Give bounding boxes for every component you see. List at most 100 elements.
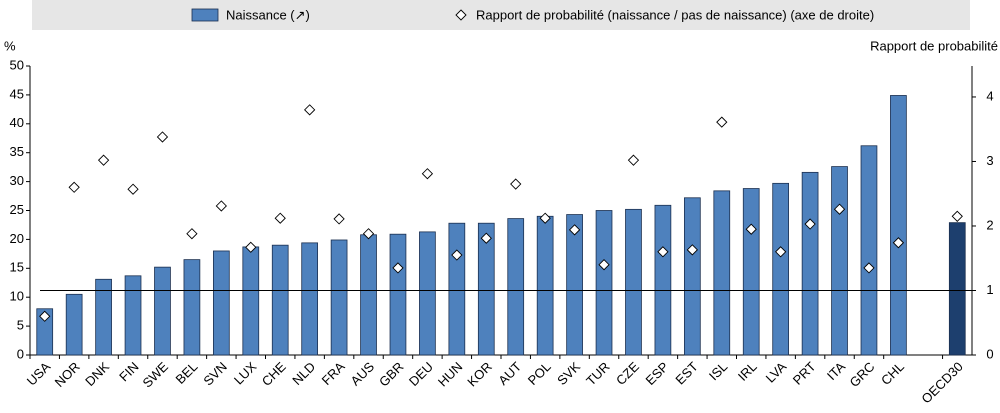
bar: [183, 259, 201, 356]
x-tick-label: EST: [672, 359, 701, 388]
diamond-marker: [245, 241, 257, 253]
diamond-marker: [745, 223, 757, 235]
x-tick-label: LVA: [763, 359, 790, 386]
bar: [683, 197, 701, 356]
diamond-marker: [451, 249, 463, 261]
diamond-marker: [392, 262, 404, 274]
bar: [389, 233, 407, 356]
diamond-marker: [863, 262, 875, 274]
diamond-marker: [510, 178, 522, 190]
y-tick-label: 30: [10, 173, 24, 188]
diamond-marker: [892, 237, 905, 249]
bar: [477, 222, 495, 356]
legend-label: Rapport de probabilité (naissance / pas …: [476, 7, 874, 22]
diamond-marker: [39, 310, 51, 322]
diamond-marker: [186, 228, 198, 240]
y2-axis-label: Rapport de probabilité: [870, 38, 998, 53]
x-tick-label: IRL: [735, 359, 760, 384]
bar: [536, 215, 554, 356]
bar: [772, 182, 790, 356]
diamond-marker: [686, 244, 698, 256]
diamond-marker: [304, 104, 316, 116]
diamond-marker: [657, 246, 669, 258]
legend-label: Naissance (↗): [226, 7, 310, 22]
diamond-marker: [97, 154, 110, 166]
x-tick-label: BEL: [172, 359, 200, 387]
x-tick-label: POL: [525, 359, 554, 388]
y-tick-label: 5: [17, 318, 24, 333]
x-tick-label: LUX: [231, 359, 260, 388]
x-tick-label: GBR: [376, 359, 407, 390]
bar: [95, 278, 112, 356]
diamond-marker: [951, 210, 963, 222]
x-tick-label: GRC: [846, 359, 877, 390]
bar: [212, 250, 230, 356]
x-tick-label: CZE: [613, 359, 642, 388]
y-tick-label: 25: [10, 202, 24, 217]
bar: [507, 218, 525, 356]
y-tick-label: 15: [10, 260, 24, 275]
x-tick-label: ESP: [642, 359, 671, 388]
x-tick-label: CHL: [878, 359, 907, 388]
x-tick-label: KOR: [464, 359, 495, 390]
diamond-marker: [274, 212, 286, 224]
bar: [890, 95, 907, 356]
diamond-marker: [598, 259, 610, 271]
diamond-marker: [833, 203, 846, 215]
x-tick-label: SVK: [554, 359, 583, 388]
bar: [831, 166, 848, 356]
diamond-marker: [333, 213, 345, 225]
y2-tick-label: 1: [986, 282, 993, 297]
diamond-marker: [568, 224, 581, 236]
bar: [301, 242, 319, 356]
bar: [742, 188, 760, 356]
diamond-marker: [804, 218, 816, 230]
bar: [360, 234, 377, 356]
x-tick-label: TUR: [583, 359, 612, 388]
diamond-marker: [156, 131, 169, 143]
bar: [330, 239, 348, 356]
x-tick-label: AUS: [348, 359, 378, 389]
diamond-marker: [775, 246, 787, 258]
x-tick-label: CHE: [259, 359, 289, 389]
x-tick-label: SVN: [200, 359, 230, 389]
legend-swatch: [455, 9, 467, 21]
y-tick-label: 50: [10, 57, 24, 72]
bar: [566, 214, 583, 356]
x-tick-label: DNK: [82, 359, 112, 389]
bar: [419, 231, 436, 356]
bar: [713, 190, 731, 356]
bar: [801, 171, 819, 356]
bar: [242, 246, 260, 356]
x-tick-label: NOR: [52, 359, 83, 390]
diamond-marker: [127, 183, 139, 195]
legend-swatch: [191, 8, 219, 22]
diamond-marker: [68, 181, 80, 193]
diamond-marker: [539, 212, 551, 224]
legend-band: [32, 0, 970, 30]
x-tick-label: SWE: [139, 359, 171, 391]
bar: [124, 275, 142, 356]
x-tick-label: HUN: [435, 359, 466, 390]
y2-tick-label: 3: [986, 153, 993, 168]
bar: [625, 208, 642, 356]
x-tick-label: NLD: [289, 359, 318, 388]
y2-tick-label: 0: [986, 346, 993, 361]
y-tick-label: 10: [10, 289, 24, 304]
x-tick-label: USA: [24, 359, 54, 389]
bar: [860, 145, 878, 356]
y-tick-label: 0: [17, 346, 24, 361]
diamond-marker: [627, 154, 640, 166]
diamond-marker: [215, 200, 227, 212]
bar: [271, 244, 289, 356]
y-tick-label: 35: [10, 144, 24, 159]
bar: [154, 266, 171, 356]
x-tick-label: FRA: [319, 359, 348, 388]
x-tick-label: PRT: [790, 359, 819, 388]
bar: [65, 293, 83, 356]
bar: [654, 204, 672, 356]
y2-tick-label: 4: [986, 88, 993, 103]
diamond-marker: [716, 116, 728, 128]
x-tick-label: OECD30: [918, 359, 965, 406]
